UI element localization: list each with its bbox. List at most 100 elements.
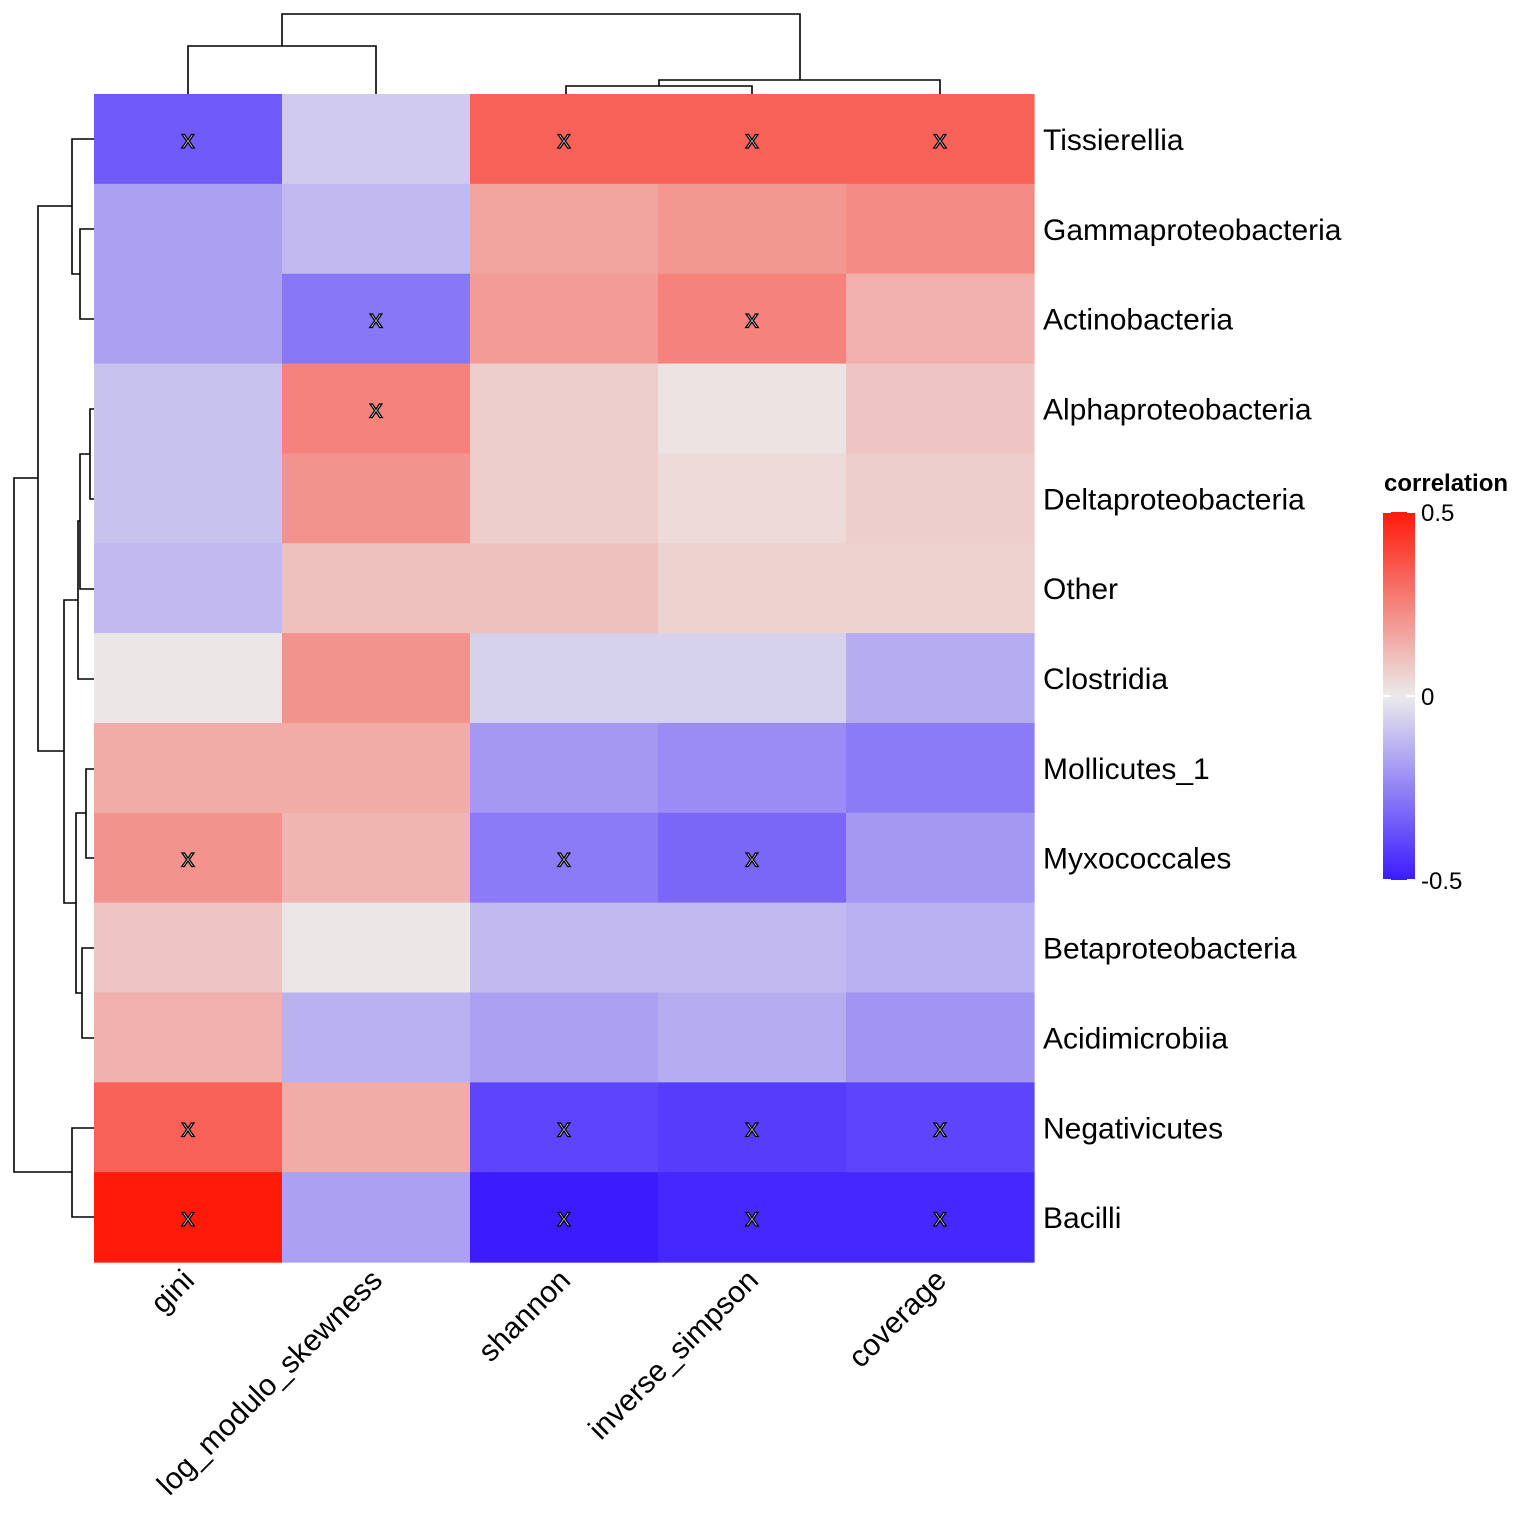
heatmap-cell: [658, 633, 847, 724]
row-label: Gammaproteobacteria: [1043, 214, 1342, 247]
heatmap-cell: [658, 183, 847, 275]
heatmap-cells: [94, 94, 1035, 1263]
heatmap-cell: [658, 543, 847, 634]
heatmap-cell: [470, 1172, 659, 1263]
significance-marker: x: [746, 1112, 759, 1142]
significance-marker: x: [746, 304, 759, 334]
heatmap-cell: [846, 543, 1035, 634]
heatmap-cell: [846, 722, 1035, 814]
heatmap-cell: [94, 543, 283, 634]
heatmap-cell: [470, 1082, 659, 1173]
heatmap-cell: [94, 812, 283, 904]
heatmap-cell: [658, 1172, 847, 1263]
row-label: Acidimicrobiia: [1043, 1022, 1228, 1055]
significance-marker: x: [558, 1202, 571, 1232]
significance-markers: x x x x x x x x x x x x x x x x x x: [181, 123, 947, 1232]
heatmap-cell: [470, 273, 659, 365]
heatmap-cell: [94, 722, 283, 814]
heatmap-cell: [846, 812, 1035, 904]
significance-marker: x: [558, 124, 571, 154]
significance-marker: x: [182, 1112, 195, 1142]
row-label: Mollicutes_1: [1043, 753, 1210, 786]
heatmap-cell: [94, 183, 283, 275]
heatmap-cell: [470, 183, 659, 275]
heatmap-cell: [846, 94, 1035, 185]
heatmap-cell: [470, 812, 659, 904]
heatmap-cell: [470, 94, 659, 185]
heatmap-cell: [282, 273, 471, 365]
heatmap-cell: [658, 273, 847, 365]
row-label: Myxococcales: [1043, 843, 1231, 876]
significance-marker: x: [746, 1202, 759, 1232]
heatmap-cell: [470, 543, 659, 634]
significance-marker: x: [746, 843, 759, 873]
legend-ticks: 0.5 0 -0.5: [1383, 500, 1462, 895]
heatmap-cell: [846, 992, 1035, 1083]
row-label: Alphaproteobacteria: [1043, 393, 1312, 426]
heatmap-cell: [846, 1082, 1035, 1173]
significance-marker: x: [934, 1202, 947, 1232]
significance-marker: x: [182, 843, 195, 873]
heatmap-cell: [658, 902, 847, 994]
column-label: gini: [145, 1264, 201, 1320]
heatmap-cell: [94, 273, 283, 365]
significance-marker: x: [746, 124, 759, 154]
heatmap-cell: [658, 363, 847, 454]
heatmap-cell: [94, 992, 283, 1083]
color-legend: correlation 0.5 0 -0.5: [1383, 470, 1508, 895]
row-label: Actinobacteria: [1043, 304, 1233, 337]
significance-marker: x: [182, 124, 195, 154]
heatmap-cell: [846, 633, 1035, 724]
heatmap-cell: [282, 992, 471, 1083]
legend-tick-label: 0.5: [1421, 500, 1454, 527]
row-label: Deltaproteobacteria: [1043, 483, 1305, 516]
heatmap-cell: [846, 453, 1035, 544]
row-dendrogram: [13, 138, 94, 1218]
heatmap-cell: [470, 453, 659, 544]
heatmap-cell: [658, 992, 847, 1083]
heatmap-cell: [282, 363, 471, 454]
heatmap-cell: [846, 363, 1035, 454]
heatmap-cell: [658, 94, 847, 185]
heatmap-cell: [282, 1082, 471, 1173]
heatmap-cell: [282, 543, 471, 634]
heatmap-cell: [94, 1172, 283, 1263]
heatmap-cell: [94, 1082, 283, 1173]
significance-marker: x: [558, 1112, 571, 1142]
heatmap-cell: [658, 1082, 847, 1173]
row-label: Betaproteobacteria: [1043, 933, 1297, 966]
legend-tick-label: -0.5: [1421, 868, 1462, 895]
heatmap-cell: [282, 722, 471, 814]
row-label: Tissierellia: [1043, 124, 1184, 157]
heatmap-cell: [658, 812, 847, 904]
heatmap-cell: [282, 902, 471, 994]
heatmap-cell: [282, 633, 471, 724]
heatmap-cell: [470, 992, 659, 1083]
heatmap-cell: [94, 633, 283, 724]
heatmap-cell: [282, 1172, 471, 1263]
heatmap-cell: [658, 722, 847, 814]
legend-title: correlation: [1384, 470, 1508, 497]
row-label: Bacilli: [1043, 1202, 1121, 1235]
row-label: Negativicutes: [1043, 1112, 1223, 1145]
significance-marker: x: [934, 124, 947, 154]
column-label: coverage: [842, 1264, 953, 1375]
heatmap-cell: [282, 812, 471, 904]
heatmap-cell: [846, 902, 1035, 994]
row-labels: Tissierellia Gammaproteobacteria Actinobac…: [1043, 124, 1342, 1235]
heatmap-cell: [846, 183, 1035, 275]
heatmap-cell: [94, 363, 283, 454]
heatmap-cell: [94, 94, 283, 185]
significance-marker: x: [370, 304, 383, 334]
heatmap-cell: [94, 453, 283, 544]
legend-tick-label: 0: [1421, 684, 1434, 711]
column-dendrogram: [187, 13, 941, 94]
column-label: inverse_simpson: [582, 1264, 765, 1447]
row-label: Other: [1043, 573, 1118, 606]
heatmap-cell: [846, 273, 1035, 365]
significance-marker: x: [370, 393, 383, 423]
heatmap-cell: [282, 453, 471, 544]
heatmap-cell: [470, 902, 659, 994]
